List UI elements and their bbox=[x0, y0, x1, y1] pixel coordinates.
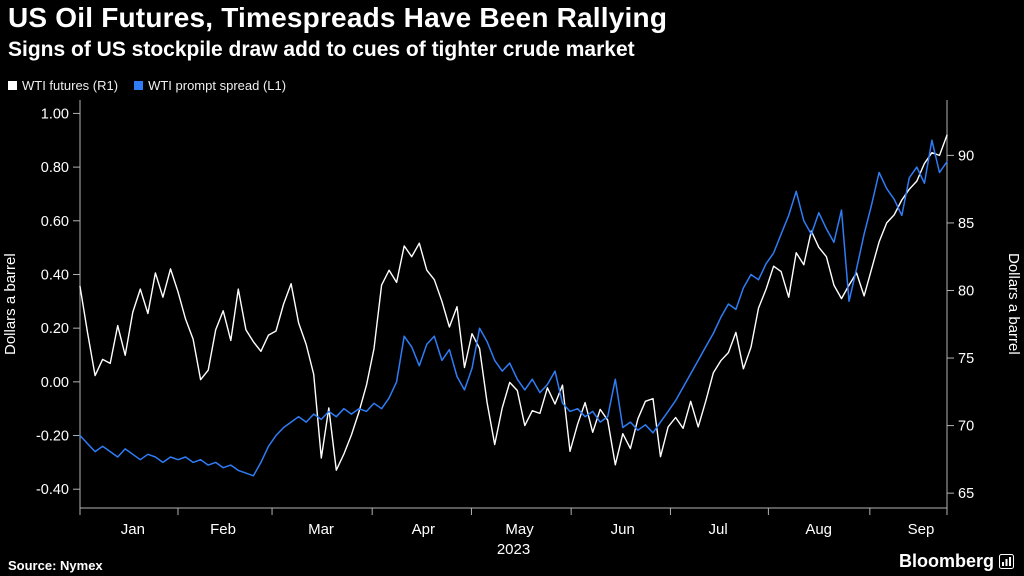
svg-text:-0.40: -0.40 bbox=[36, 482, 69, 498]
svg-text:1.00: 1.00 bbox=[41, 106, 69, 122]
page-subtitle: Signs of US stockpile draw add to cues o… bbox=[8, 38, 635, 61]
bloomberg-logo-text: Bloomberg bbox=[898, 551, 994, 571]
page-title: US Oil Futures, Timespreads Have Been Ra… bbox=[8, 2, 668, 33]
svg-text:Jun: Jun bbox=[611, 521, 635, 538]
svg-text:0.20: 0.20 bbox=[41, 321, 69, 337]
svg-text:Sep: Sep bbox=[908, 521, 935, 538]
legend-label-prompt-spread: WTI prompt spread (L1) bbox=[148, 78, 287, 93]
legend-label-wti-futures: WTI futures (R1) bbox=[22, 78, 119, 93]
svg-text:2023: 2023 bbox=[497, 541, 530, 558]
svg-text:-0.20: -0.20 bbox=[36, 429, 69, 445]
prompt-spread-swatch-icon bbox=[134, 81, 144, 90]
svg-text:90: 90 bbox=[958, 148, 974, 164]
svg-text:65: 65 bbox=[958, 486, 974, 502]
svg-text:Feb: Feb bbox=[210, 521, 236, 538]
bloomberg-terminal-icon bbox=[999, 554, 1014, 569]
svg-text:70: 70 bbox=[958, 419, 974, 435]
wti-futures-swatch-icon bbox=[8, 81, 17, 90]
svg-text:Aug: Aug bbox=[805, 521, 832, 538]
svg-text:0.80: 0.80 bbox=[41, 160, 69, 176]
svg-text:85: 85 bbox=[958, 216, 974, 232]
svg-text:0.60: 0.60 bbox=[41, 214, 69, 230]
svg-text:Jul: Jul bbox=[709, 521, 728, 538]
svg-text:Apr: Apr bbox=[412, 521, 435, 538]
svg-text:80: 80 bbox=[958, 283, 974, 299]
svg-text:Mar: Mar bbox=[308, 521, 334, 538]
svg-text:Jan: Jan bbox=[121, 521, 145, 538]
svg-text:0.00: 0.00 bbox=[41, 375, 69, 391]
source-attribution: Source: Nymex bbox=[8, 558, 103, 573]
svg-text:75: 75 bbox=[958, 351, 974, 367]
chart-legend: WTI futures (R1) WTI prompt spread (L1) bbox=[8, 78, 286, 93]
legend-item-prompt-spread: WTI prompt spread (L1) bbox=[134, 78, 286, 93]
svg-text:0.40: 0.40 bbox=[41, 267, 69, 283]
right-axis-title: Dollars a barrel bbox=[1005, 253, 1022, 355]
bloomberg-logo: Bloomberg bbox=[899, 551, 1014, 572]
svg-text:May: May bbox=[505, 521, 534, 538]
legend-item-wti-futures: WTI futures (R1) bbox=[8, 78, 118, 93]
